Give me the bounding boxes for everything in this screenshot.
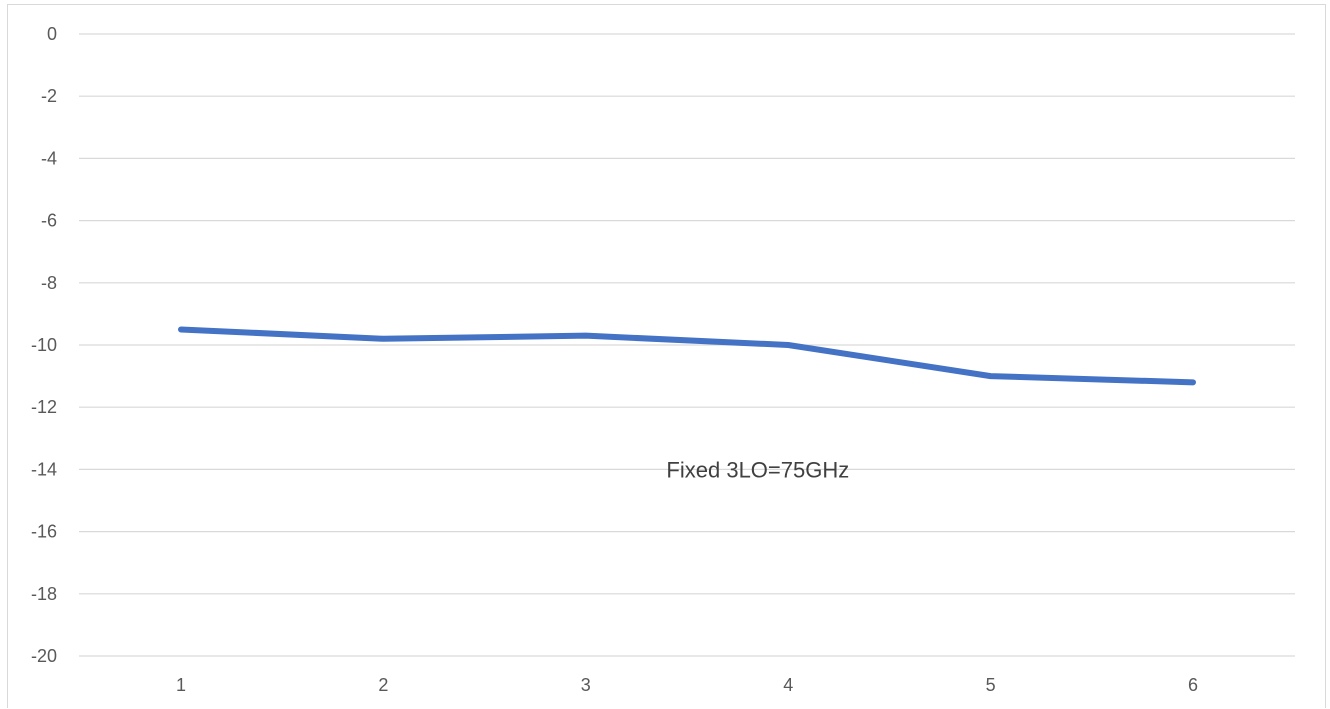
y-tick-label: -18 (31, 584, 57, 604)
x-axis-tick-labels: 1 2 3 4 5 6 (176, 675, 1198, 695)
x-tick-label: 3 (581, 675, 591, 695)
y-axis-tick-labels: 0 -2 -4 -6 -8 -10 -12 -14 -16 -18 -20 (31, 24, 57, 666)
x-tick-label: 2 (378, 675, 388, 695)
y-tick-label: -8 (41, 273, 57, 293)
x-tick-label: 1 (176, 675, 186, 695)
x-tick-label: 5 (986, 675, 996, 695)
x-tick-label: 4 (783, 675, 793, 695)
y-tick-label: -4 (41, 148, 57, 168)
y-tick-label: -20 (31, 646, 57, 666)
y-tick-label: -10 (31, 335, 57, 355)
chart-frame (7, 4, 1326, 708)
series-line (178, 326, 1196, 386)
gridlines (79, 33, 1295, 657)
x-tick-label: 6 (1188, 675, 1198, 695)
y-tick-label: -14 (31, 459, 57, 479)
annotations: Fixed 3LO=75GHz (666, 457, 849, 482)
y-tick-label: -6 (41, 211, 57, 231)
y-tick-label: -12 (31, 397, 57, 417)
chart-annotation: Fixed 3LO=75GHz (666, 457, 849, 482)
y-tick-label: -2 (41, 86, 57, 106)
series-layer (178, 326, 1196, 386)
y-tick-label: -16 (31, 522, 57, 542)
y-tick-label: 0 (47, 24, 57, 44)
